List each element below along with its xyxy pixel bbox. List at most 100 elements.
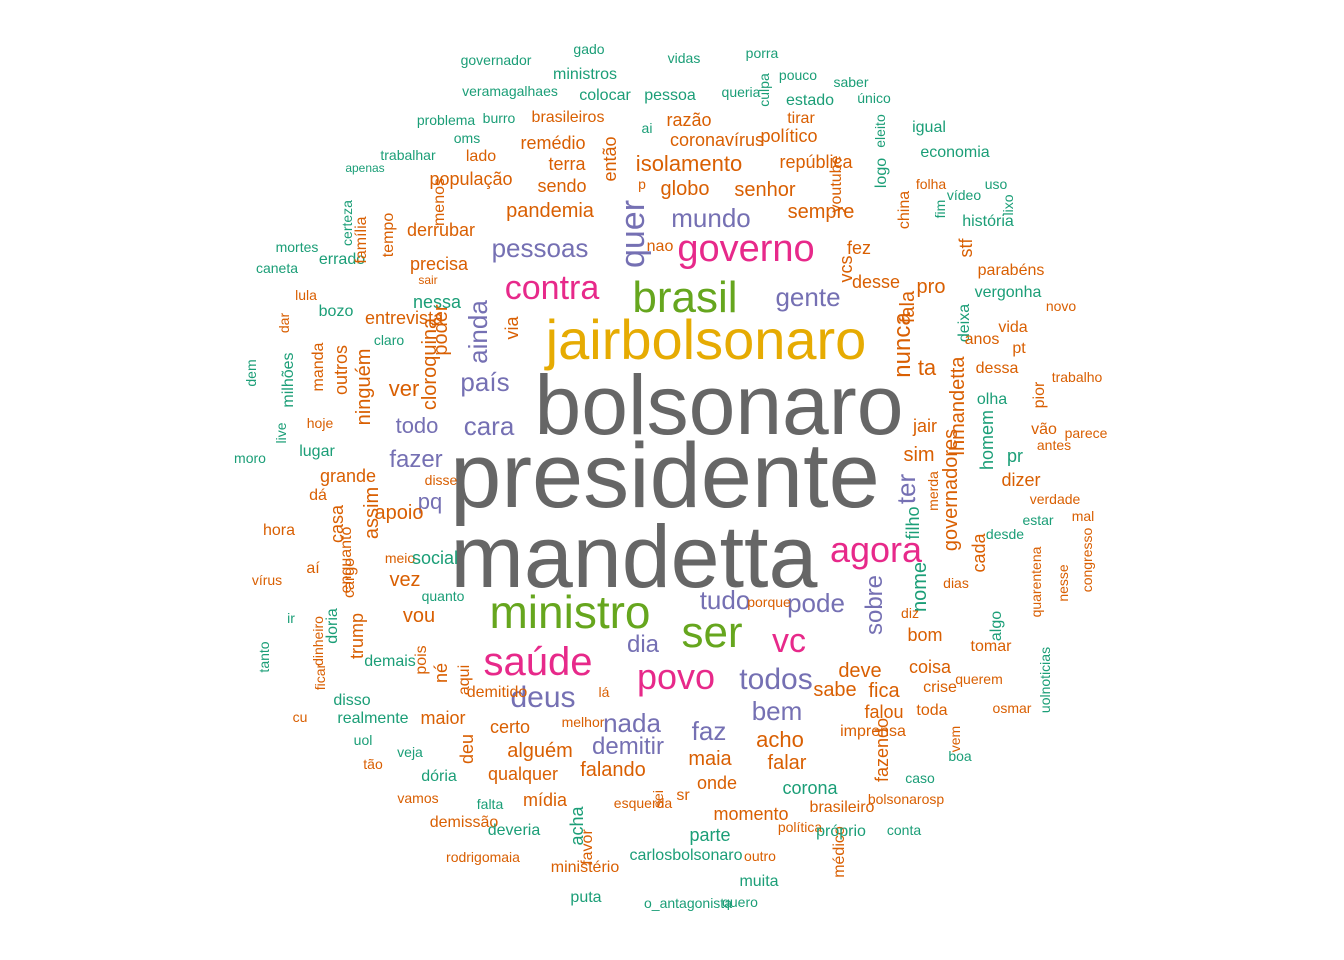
cloud-word: único	[857, 90, 891, 106]
cloud-word: maior	[420, 708, 466, 728]
cloud-word: demissão	[429, 814, 499, 831]
cloud-word: corona	[782, 778, 838, 798]
cloud-word: parabéns	[977, 262, 1045, 279]
cloud-word: vírus	[251, 572, 283, 588]
cloud-word: mundo	[671, 203, 751, 233]
cloud-word: pandemia	[506, 200, 594, 222]
cloud-word: algo	[988, 610, 1005, 642]
cloud-word: bolsonaro	[534, 358, 904, 452]
cloud-word: falou	[864, 702, 904, 722]
cloud-word: lula	[295, 287, 317, 303]
cloud-word: porra	[745, 45, 779, 61]
cloud-word: pior	[1031, 381, 1048, 409]
cloud-word: brasileiros	[531, 109, 605, 126]
cloud-word: fica	[868, 680, 900, 702]
cloud-word: quarentena	[1028, 546, 1044, 618]
cloud-word: pr	[1006, 446, 1024, 466]
cloud-word: boa	[948, 748, 972, 764]
cloud-word: igual	[912, 119, 946, 136]
cloud-word: uolnoticias	[1037, 646, 1053, 714]
cloud-word: bozo	[318, 303, 354, 320]
cloud-word: social	[411, 548, 459, 568]
cloud-word: melhor	[561, 714, 605, 730]
cloud-word: mal	[1071, 508, 1095, 524]
cloud-word: falando	[580, 759, 646, 781]
cloud-word: quanto	[421, 588, 465, 604]
cloud-word: muita	[739, 873, 779, 890]
cloud-word: acho	[756, 727, 804, 752]
cloud-word: sabe	[813, 679, 857, 701]
cloud-word: brasil	[632, 273, 738, 322]
cloud-word: aí	[306, 560, 320, 577]
cloud-word: lugar	[299, 443, 335, 460]
cloud-word: live	[273, 422, 289, 444]
cloud-word: moro	[234, 450, 266, 466]
cloud-word: osmar	[992, 700, 1032, 716]
cloud-word: folha	[915, 176, 947, 192]
cloud-word: qualquer	[487, 764, 559, 784]
cloud-word: coisa	[908, 657, 952, 677]
cloud-word: deve	[838, 660, 882, 682]
cloud-word: jairbolsonaro	[545, 308, 867, 371]
cloud-word: todos	[739, 663, 813, 696]
cloud-word: fazer	[389, 446, 443, 473]
cloud-word: diz	[901, 605, 919, 621]
cloud-word: estar	[1022, 512, 1054, 528]
cloud-word: governo	[677, 228, 815, 270]
cloud-word: ficar	[312, 663, 328, 691]
cloud-word: contra	[504, 269, 600, 307]
cloud-word: razão	[666, 110, 712, 130]
cloud-word: caso	[905, 770, 935, 786]
cloud-word: imprensa	[840, 723, 906, 740]
cloud-word: nada	[603, 708, 661, 738]
cloud-word: disso	[333, 692, 371, 709]
cloud-word: culpa	[756, 73, 772, 107]
cloud-word: realmente	[337, 710, 409, 727]
cloud-word: porque	[747, 594, 791, 610]
cloud-word: uol	[353, 732, 373, 748]
cloud-word: gente	[775, 282, 841, 312]
cloud-word: cara	[463, 411, 515, 441]
cloud-word: rodrigomaia	[446, 849, 520, 865]
cloud-word: apenas	[345, 161, 385, 175]
cloud-word: querem	[955, 671, 1003, 687]
cloud-word: hoje	[306, 415, 334, 431]
cloud-word: sim	[903, 444, 935, 466]
cloud-word: vez	[389, 569, 421, 591]
cloud-word: isolamento	[635, 151, 743, 176]
cloud-word: trabalho	[1051, 369, 1103, 385]
cloud-word: meio	[384, 550, 416, 566]
cloud-word: lá	[598, 684, 610, 700]
cloud-word: agora	[829, 529, 923, 570]
cloud-word: fim	[932, 199, 948, 219]
cloud-word: vergonha	[974, 284, 1042, 301]
cloud-word: jair	[912, 416, 938, 436]
cloud-word: população	[429, 169, 513, 189]
cloud-word: o_antagonista	[644, 895, 732, 911]
cloud-word: verdade	[1029, 491, 1081, 507]
cloud-word: ai	[641, 120, 653, 136]
cloud-word: terra	[548, 154, 586, 174]
cloud-word: homem	[977, 409, 997, 471]
cloud-word: filho	[903, 506, 923, 540]
cloud-word: colocar	[579, 87, 631, 104]
cloud-word: falta	[476, 796, 504, 812]
cloud-word: youtube	[828, 155, 845, 213]
cloud-word: república	[779, 152, 853, 172]
cloud-word: dia	[626, 631, 660, 658]
cloud-word: precisa	[409, 254, 469, 274]
cloud-word: quer	[614, 199, 652, 269]
cloud-word: stf	[956, 238, 976, 258]
cloud-word: dinheiro	[310, 616, 326, 666]
cloud-word: ministros	[552, 66, 618, 83]
cloud-word: assim	[361, 486, 383, 540]
cloud-word: pt	[1012, 340, 1026, 357]
cloud-word: momento	[713, 804, 789, 824]
cloud-word: manda	[310, 342, 327, 392]
cloud-word: todo	[395, 413, 439, 438]
cloud-word: ministro	[489, 586, 651, 638]
cloud-word: sei	[650, 790, 666, 808]
cloud-word: né	[431, 662, 451, 684]
cloud-word: oms	[453, 130, 481, 146]
cloud-word: falar	[767, 752, 807, 774]
